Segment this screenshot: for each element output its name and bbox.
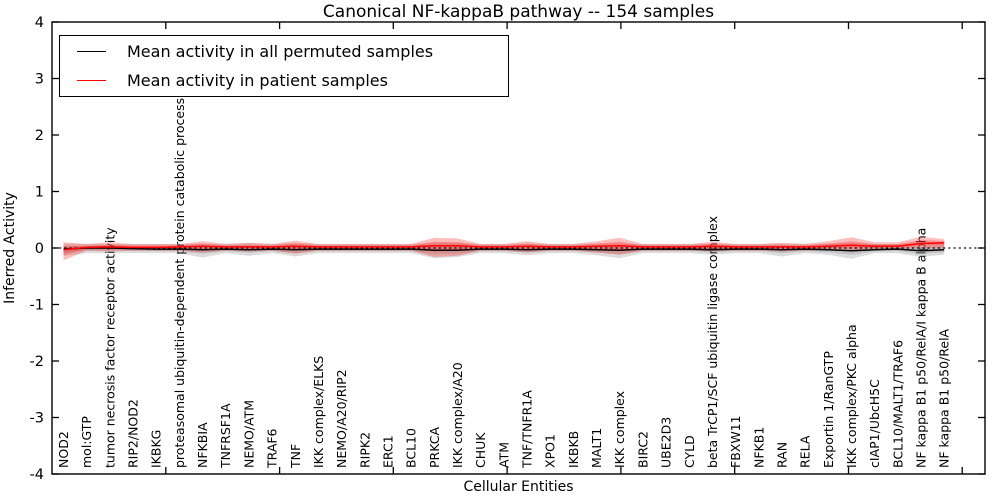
x-tick-label: IKK complex <box>612 391 627 468</box>
x-tick-label: Exportin 1/RanGTP <box>821 351 836 468</box>
x-tick-label: IKK complex/PKC alpha <box>844 324 859 468</box>
legend-item-permuted: Mean activity in all permuted samples <box>60 37 508 65</box>
x-tick-label: RELA <box>798 435 813 468</box>
x-tick-labels: NOD2 mol:GTP tumor necrosis factor recepto… <box>56 98 952 469</box>
x-tick-label: TRAF6 <box>265 428 280 469</box>
y-tick-label: 0 <box>35 241 44 257</box>
legend-label-patient: Mean activity in patient samples <box>127 71 388 91</box>
patient-line-swatch <box>77 80 106 82</box>
x-tick-label: IKK complex/ELKS <box>311 356 326 468</box>
y-tick-label: 3 <box>35 72 44 88</box>
y-tick-label: -1 <box>30 298 44 314</box>
legend-item-patient: Mean activity in patient samples <box>60 67 508 95</box>
x-tick-label: BCL10/MALT1/TRAF6 <box>890 340 905 468</box>
legend-label-permuted: Mean activity in all permuted samples <box>127 41 434 61</box>
x-tick-label: IKBKG <box>149 430 164 468</box>
y-tick-label: 4 <box>35 15 44 31</box>
x-tick-label: CHUK <box>473 432 488 468</box>
x-tick-label: NF kappa B1 p50/RelA <box>937 328 952 468</box>
y-tick-label: -3 <box>30 411 44 427</box>
x-tick-label: RAN <box>775 442 790 468</box>
y-axis-label: Inferred Activity <box>2 192 18 304</box>
x-tick-label: NOD2 <box>56 431 71 468</box>
x-tick-label: BIRC2 <box>635 431 650 468</box>
x-tick-label: FBXW11 <box>728 415 743 468</box>
x-tick-label: XPO1 <box>543 434 558 468</box>
x-tick-label: RIPK2 <box>357 432 372 468</box>
x-tick-label: UBE2D3 <box>659 417 674 468</box>
y-tick-label: 2 <box>35 128 44 144</box>
x-tick-label: CYLD <box>682 435 697 468</box>
x-tick-label: RIP2/NOD2 <box>126 399 141 468</box>
x-tick-label: IKBKB <box>566 431 581 468</box>
chart-title: Canonical NF-kappaB pathway -- 154 sampl… <box>322 2 715 22</box>
x-tick-label: beta TrCP1/SCF ubiquitin ligase complex <box>705 216 720 468</box>
patient-mean-line <box>63 242 945 251</box>
x-axis-label: Cellular Entities <box>463 479 574 495</box>
x-tick-label: ERC1 <box>381 435 396 468</box>
x-tick-label: NEMO/ATM <box>241 400 256 468</box>
permuted-mean-line <box>63 247 945 252</box>
x-tick-label: BCL10 <box>404 428 419 468</box>
x-tick-label: NF kappa B1 p50/RelA/I kappa B alpha <box>914 228 929 468</box>
y-tick-label: 1 <box>35 185 44 201</box>
y-tick-label: -2 <box>30 354 44 370</box>
x-tick-label: NEMO/A20/RIP2 <box>334 369 349 468</box>
x-tick-label: TNFRSF1A <box>218 403 233 469</box>
x-tick-label: IKK complex/A20 <box>450 362 465 468</box>
x-tick-label: cIAP1/UbcH5C <box>867 379 882 468</box>
legend: Mean activity in all permuted samples Me… <box>59 35 509 97</box>
y-axis-ticks: 4 3 2 1 0 -1 -2 -3 -4 <box>30 15 985 483</box>
x-tick-label: MALT1 <box>589 428 604 468</box>
x-axis-ticks <box>165 22 963 474</box>
x-tick-label: PRKCA <box>427 427 442 468</box>
x-tick-label: ATM <box>496 442 511 468</box>
x-tick-label: NFKBIA <box>195 422 210 468</box>
x-tick-label: mol:GTP <box>79 416 94 468</box>
y-tick-label: -4 <box>30 467 44 483</box>
x-tick-label: proteasomal ubiquitin-dependent protein … <box>172 98 187 468</box>
x-tick-label: NFKB1 <box>751 427 766 468</box>
x-tick-label: TNF <box>288 444 303 469</box>
x-tick-label: TNF/TNFR1A <box>520 390 535 469</box>
x-tick-label: tumor necrosis factor receptor activity <box>102 227 117 468</box>
permuted-line-swatch <box>77 50 106 52</box>
